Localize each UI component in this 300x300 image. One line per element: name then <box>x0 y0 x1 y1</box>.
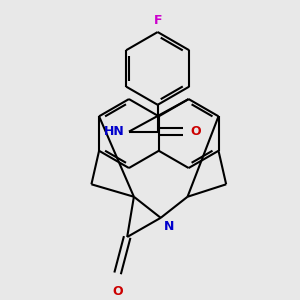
Text: O: O <box>112 285 123 298</box>
Text: O: O <box>190 125 201 138</box>
Text: N: N <box>164 220 174 233</box>
Text: F: F <box>153 14 162 27</box>
Text: HN: HN <box>103 125 124 138</box>
